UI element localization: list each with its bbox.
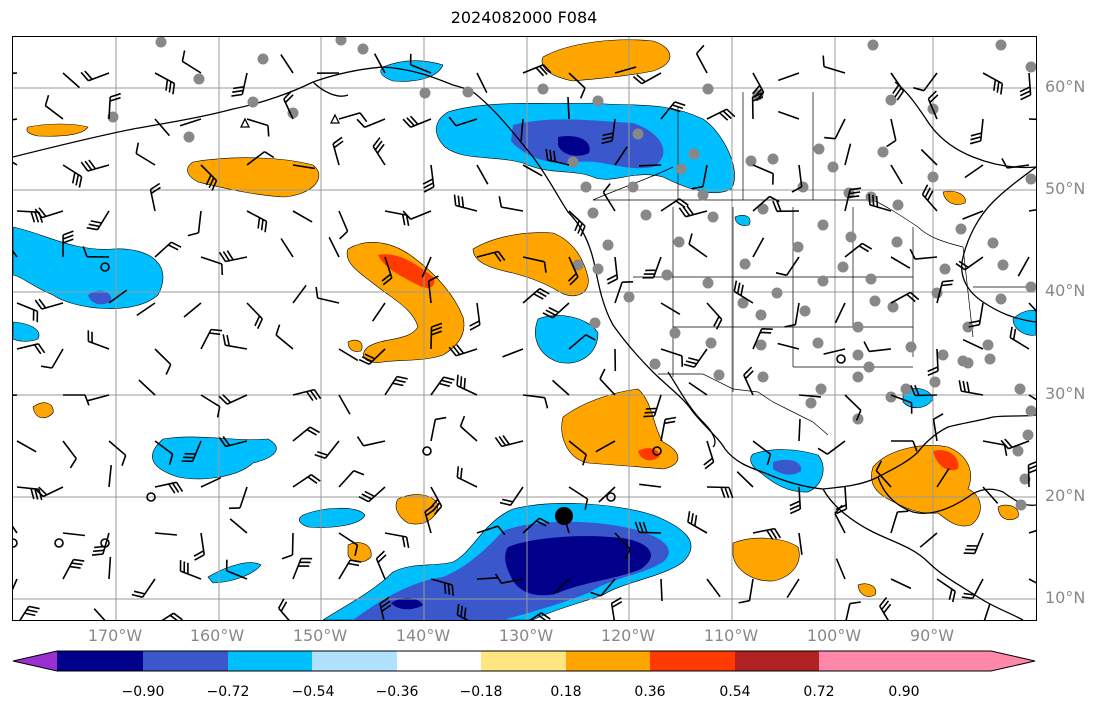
lat-label-20n: 20°N [1045,486,1086,505]
lon-label-90w: 90°W [909,626,955,645]
lon-label-150w: 150°W [292,626,348,645]
lat-label-40n: 40°N [1045,281,1086,300]
calm-wind-circles [13,262,846,548]
colorbar-tick: −0.18 [459,684,503,700]
lon-label-170w: 170°W [87,626,143,645]
lon-label-130w: 130°W [498,626,554,645]
storm-center-marker [555,507,573,525]
lat-label-10n: 10°N [1045,588,1086,607]
colorbar-tick: 0.36 [634,684,666,700]
map-canvas [13,37,1036,620]
colorbar-tick: 0.90 [888,684,920,700]
lat-label-60n: 60°N [1045,77,1086,96]
lat-label-30n: 30°N [1045,384,1086,403]
colorbar-tick: 0.72 [803,684,835,700]
lon-label-110w: 110°W [703,626,759,645]
lon-label-140w: 140°W [395,626,451,645]
chart-title: 2024082000 F084 [450,8,598,27]
station-markers [107,37,1036,511]
colorbar-tick: −0.90 [121,684,165,700]
colorbar-tick: 0.18 [550,684,582,700]
lat-label-50n: 50°N [1045,179,1086,198]
map-panel [12,36,1037,621]
lon-label-160w: 160°W [189,626,245,645]
negative-anomaly-fill [13,60,1036,620]
colorbar-tick: 0.54 [719,684,751,700]
colorbar-tick: −0.36 [375,684,419,700]
colorbar [12,650,1036,672]
lon-label-100w: 100°W [806,626,862,645]
coastlines [13,66,1036,620]
wind-barbs [13,44,1036,620]
colorbar-tick: −0.72 [206,684,250,700]
colorbar-tick: −0.54 [291,684,335,700]
lon-label-120w: 120°W [600,626,656,645]
